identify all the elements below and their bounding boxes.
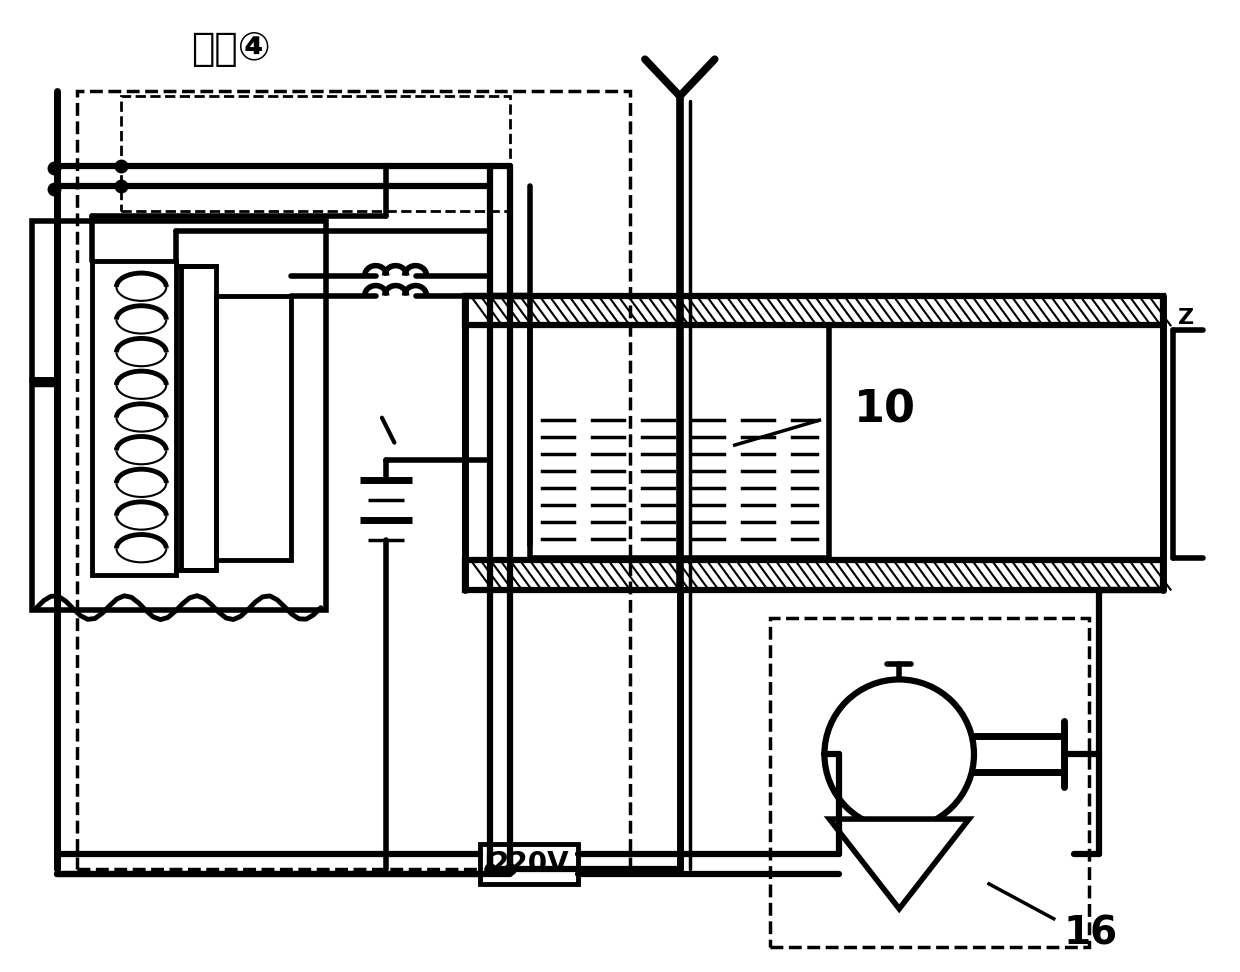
- Bar: [122, 96, 511, 211]
- Bar: [181, 265, 216, 570]
- Text: 220V: 220V: [490, 850, 569, 878]
- Text: 10: 10: [854, 389, 916, 432]
- Bar: [465, 295, 1163, 326]
- Bar: [480, 844, 578, 884]
- Bar: [92, 260, 176, 574]
- Bar: [531, 326, 830, 558]
- Text: 16: 16: [1064, 915, 1117, 953]
- Bar: [32, 221, 326, 609]
- Bar: [465, 560, 1163, 590]
- Polygon shape: [830, 819, 968, 909]
- Bar: [770, 617, 1089, 947]
- Text: Z: Z: [1178, 308, 1194, 329]
- Bar: [77, 91, 630, 869]
- Circle shape: [825, 679, 973, 829]
- Text: 电路④: 电路④: [191, 30, 270, 68]
- Bar: [216, 295, 291, 560]
